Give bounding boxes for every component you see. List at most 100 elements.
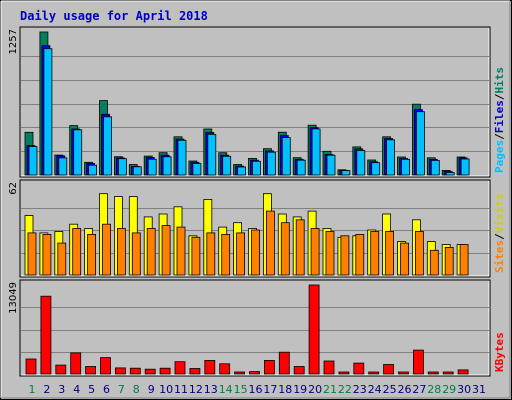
bar-sites-day-7 [117, 228, 126, 276]
bar-sites-day-15 [236, 232, 246, 276]
bar-pages-day-19 [296, 159, 306, 176]
day-label-5: 5 [88, 383, 95, 396]
legend-word: / [493, 93, 506, 100]
bar-sites-day-13 [206, 232, 216, 276]
panel-kbytes: 13049 KBytes [8, 279, 506, 377]
bar-kbytes-day-14 [219, 363, 231, 375]
day-label-12: 12 [189, 383, 203, 396]
day-label-28: 28 [427, 383, 441, 396]
day-label-18: 18 [278, 383, 292, 396]
bar-kbytes-day-21 [323, 360, 335, 375]
bar-sites-day-30 [459, 244, 469, 276]
bar-pages-day-29 [445, 172, 455, 176]
bar-kbytes-day-25 [383, 364, 395, 375]
bar-pages-day-26 [401, 158, 410, 176]
bar-pages-day-20 [311, 128, 321, 176]
day-label-24: 24 [368, 383, 382, 396]
bar-pages-day-17 [266, 151, 276, 176]
bar-sites-day-6 [102, 223, 111, 276]
legend-visits-sites: Sites/Visits [493, 194, 506, 274]
bar-sites-day-25 [385, 231, 395, 276]
bar-pages-day-11 [177, 139, 187, 176]
bar-kbytes-day-9 [144, 368, 156, 375]
bar-kbytes-day-3 [55, 364, 67, 375]
legend-word: Sites [493, 240, 506, 273]
bar-sites-day-4 [72, 228, 82, 276]
bar-sites-day-8 [131, 232, 141, 276]
bar-sites-day-11 [176, 226, 186, 276]
bar-kbytes-day-5 [85, 366, 96, 375]
bar-pages-day-15 [237, 166, 247, 176]
bar-sites-day-29 [444, 246, 454, 276]
bar-sites-day-5 [87, 233, 96, 276]
day-label-29: 29 [442, 383, 456, 396]
bar-sites-day-24 [370, 231, 380, 276]
bar-sites-day-1 [27, 232, 37, 276]
bar-kbytes-day-17 [263, 359, 275, 375]
bar-pages-day-3 [58, 157, 68, 176]
bar-sites-day-9 [146, 228, 156, 276]
panel-hits-files-pages: 1257 Pages/Files/Hits [8, 26, 506, 178]
bar-pages-day-22 [341, 170, 351, 176]
bar-pages-day-25 [386, 139, 396, 176]
bar-sites-day-12 [191, 236, 201, 276]
bar-sites-day-20 [310, 228, 320, 276]
bar-pages-day-16 [252, 160, 261, 176]
legend-hits-files-pages: Pages/Files/Hits [493, 67, 506, 173]
day-label-15: 15 [234, 383, 248, 396]
bar-sites-day-18 [280, 222, 290, 276]
legend-word: Files [493, 100, 506, 133]
bar-kbytes-day-30 [457, 369, 469, 375]
day-label-14: 14 [219, 383, 233, 396]
bar-kbytes-day-10 [159, 367, 171, 375]
legend-word: Visits [493, 194, 506, 234]
bar-sites-day-28 [429, 249, 439, 276]
bar-kbytes-day-24 [368, 371, 380, 375]
day-label-11: 11 [174, 383, 188, 396]
bar-sites-day-14 [221, 233, 231, 276]
y-max-label: 1257 [8, 29, 19, 54]
bar-sites-day-22 [340, 235, 350, 276]
bar-pages-day-6 [103, 116, 112, 176]
day-label-9: 9 [148, 383, 155, 396]
bar-kbytes-day-2 [40, 295, 52, 375]
bar-pages-day-28 [430, 159, 440, 176]
day-label-8: 8 [133, 383, 140, 396]
y-max-label: 62 [8, 182, 19, 195]
bar-kbytes-day-12 [189, 368, 201, 375]
day-label-31: 31 [472, 383, 486, 396]
legend-word: / [493, 133, 506, 140]
panel-visits-sites: 62 Sites/Visits [8, 179, 506, 278]
bar-kbytes-day-8 [129, 367, 141, 375]
bar-kbytes-day-16 [249, 371, 260, 375]
legend-word: KBytes [493, 332, 506, 372]
day-label-13: 13 [204, 383, 218, 396]
day-label-4: 4 [73, 383, 80, 396]
day-label-2: 2 [43, 383, 50, 396]
bar-sites-day-26 [400, 242, 409, 276]
legend-word: Pages [493, 140, 506, 173]
day-label-30: 30 [457, 383, 471, 396]
bar-kbytes-day-18 [278, 351, 290, 375]
chart-title: Daily usage for April 2018 [20, 9, 208, 23]
legend-kbytes: KBytes [493, 332, 506, 372]
bar-sites-day-16 [251, 229, 260, 276]
bar-pages-day-4 [73, 129, 83, 176]
day-label-1: 1 [29, 383, 36, 396]
day-label-16: 16 [249, 383, 263, 396]
bar-sites-day-27 [414, 231, 424, 276]
day-label-22: 22 [338, 383, 352, 396]
bar-pages-day-12 [192, 163, 202, 176]
day-label-10: 10 [159, 383, 173, 396]
bar-pages-day-30 [460, 158, 470, 176]
bar-kbytes-day-22 [338, 371, 350, 375]
bar-kbytes-day-4 [70, 352, 82, 375]
bar-kbytes-day-29 [442, 371, 454, 375]
bar-pages-day-5 [88, 164, 97, 176]
y-max-label: 13049 [8, 282, 19, 314]
bar-pages-day-27 [415, 111, 425, 176]
bar-pages-day-13 [207, 133, 217, 176]
day-label-27: 27 [412, 383, 426, 396]
bar-pages-day-10 [162, 156, 172, 176]
